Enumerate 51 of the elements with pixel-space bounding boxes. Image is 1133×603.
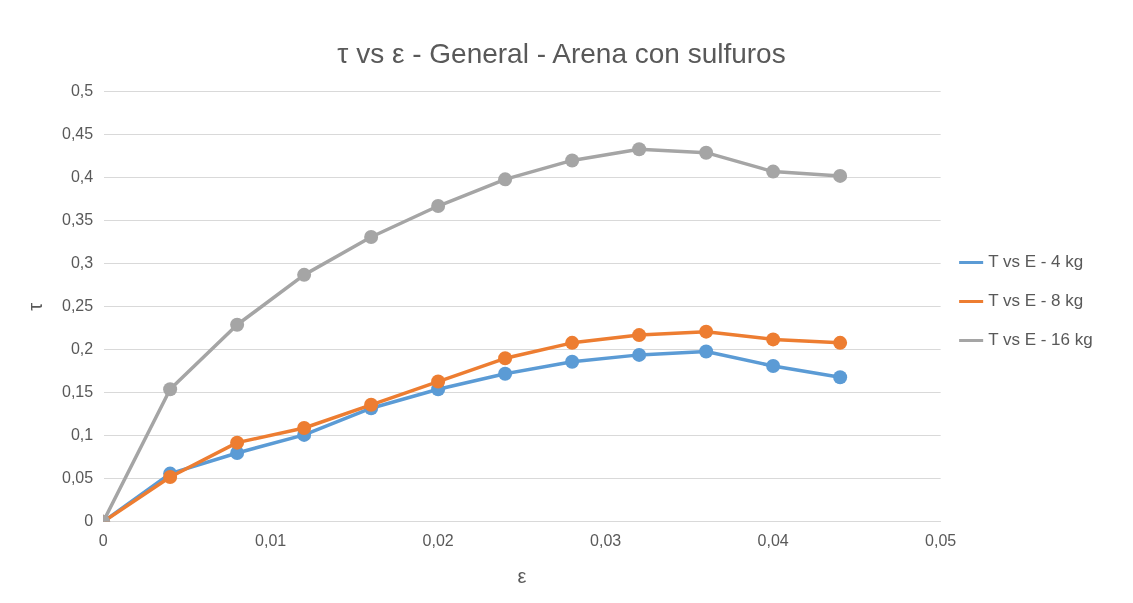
point xyxy=(833,370,848,385)
point xyxy=(163,470,178,485)
y-tick-label: 0,2 xyxy=(70,340,94,358)
point xyxy=(565,335,580,350)
y-tick-label: 0,05 xyxy=(62,469,94,487)
x-tick-label: 0,02 xyxy=(422,531,454,549)
chart-title: τ vs ε - General - Arena con sulfuros xyxy=(337,37,786,69)
point xyxy=(766,359,781,374)
y-tick-label: 0,15 xyxy=(62,383,94,401)
y-tick-label: 0,25 xyxy=(62,297,94,315)
point xyxy=(431,374,446,389)
y-tick-label: 0,3 xyxy=(70,254,94,272)
y-tick-label: 0 xyxy=(84,512,94,530)
point xyxy=(230,435,245,450)
point xyxy=(297,421,312,436)
point xyxy=(699,344,714,359)
y-tick-label: 0,4 xyxy=(70,168,94,186)
x-tick-label: 0,03 xyxy=(590,531,622,549)
point xyxy=(632,328,647,343)
point xyxy=(833,335,848,350)
x-axis-title: ε xyxy=(517,564,527,587)
x-tick-label: 0,05 xyxy=(925,531,957,549)
x-tick-label: 0 xyxy=(98,531,108,549)
point xyxy=(833,168,848,183)
point xyxy=(230,317,245,332)
legend-label: T vs E - 16 kg xyxy=(988,330,1093,350)
point xyxy=(766,332,781,347)
point xyxy=(431,199,446,214)
point xyxy=(297,267,312,282)
point xyxy=(364,230,379,245)
point xyxy=(565,153,580,168)
y-tick-label: 0,1 xyxy=(70,426,94,444)
point xyxy=(632,347,647,362)
point xyxy=(498,351,513,366)
point xyxy=(498,366,513,381)
point xyxy=(364,397,379,412)
point xyxy=(632,142,647,157)
y-tick-label: 0,5 xyxy=(70,82,94,100)
point xyxy=(163,382,178,397)
point xyxy=(565,354,580,369)
point xyxy=(699,145,714,160)
point xyxy=(498,172,513,187)
x-tick-label: 0,01 xyxy=(255,531,287,549)
point xyxy=(766,164,781,179)
x-tick-label: 0,04 xyxy=(757,531,789,549)
legend-label: T vs E - 8 kg xyxy=(988,291,1084,311)
y-tick-label: 0,35 xyxy=(62,211,94,229)
legend-label: T vs E - 4 kg xyxy=(988,252,1084,272)
y-tick-label: 0,45 xyxy=(62,125,94,143)
y-axis-title: τ xyxy=(23,302,46,311)
point xyxy=(699,324,714,339)
